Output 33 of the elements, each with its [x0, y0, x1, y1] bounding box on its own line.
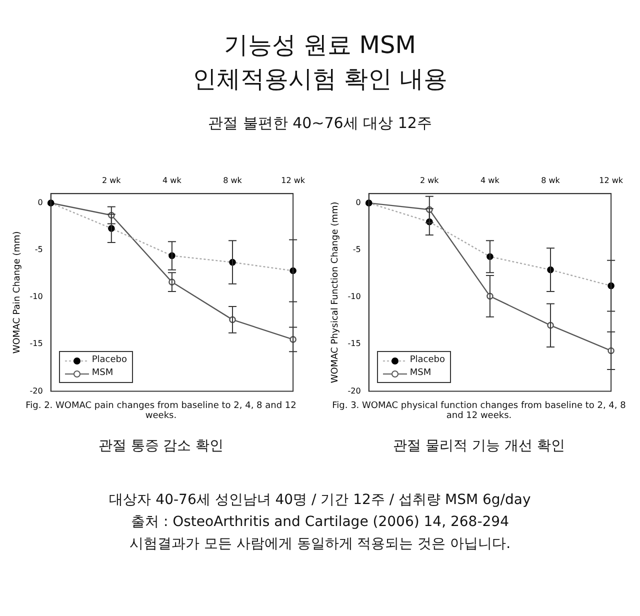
y-tick-label: -20: [348, 386, 361, 396]
caption: Fig. 2. WOMAC pain changes from baseline to 2, 4, 8 and 12 weeks.: [24, 400, 298, 423]
y-tick-label: 0: [356, 198, 361, 208]
source-note: 출처 : OsteoArthritis and Cartilage (2006) 14, 268-294: [130, 513, 510, 532]
x-tick-label: 2 wk: [102, 176, 122, 185]
x-tick-label: 12 wk: [281, 176, 306, 185]
legend-label: MSM: [92, 367, 114, 380]
x-tick-label: 12 wk: [599, 176, 624, 185]
y-tick-label: -10: [348, 292, 361, 302]
legend-label: Placebo: [410, 354, 446, 368]
chart-title: 기능성 원료 MSM 인체적용시험 확인 내용: [191, 30, 449, 95]
caption: Fig. 3. WOMAC physical function changes from baseline to 2, 4, 8 and 12 weeks.: [331, 400, 627, 423]
x-tick-label: 4 wk: [162, 176, 182, 185]
y-tick-label: -10: [30, 292, 43, 302]
y-axis-title: WOMAC Physical Function Change (mm): [330, 202, 341, 384]
text: 관절 물리적 기능 개선 확인: [392, 437, 566, 455]
x-tick-label: 8 wk: [223, 176, 242, 185]
chart-subtitle: 관절 불편한 40~76세 대상 12주: [207, 114, 433, 133]
legend-label: Placebo: [92, 354, 128, 368]
text: 대상자 40-76세 성인남녀 40명 / 기간 12주 / 섭취량 MSM 6g/day: [108, 491, 532, 510]
text: 관절 통증 감소 확인: [97, 437, 225, 455]
y-tick-label: -5: [352, 245, 361, 254]
x-tick-label: 4 wk: [480, 176, 500, 185]
y-tick-label: -15: [348, 339, 361, 348]
y-tick-label: -15: [30, 339, 43, 348]
text: 시험결과가 모든 사람에게 동일하게 적용되는 것은 아닙니다.: [128, 535, 512, 554]
y-axis-title: WOMAC Pain Change (mm): [12, 231, 23, 354]
legend-label: MSM: [410, 367, 432, 380]
y-tick-label: -20: [30, 386, 43, 396]
y-tick-label: 0: [38, 198, 43, 208]
y-tick-label: -5: [34, 245, 43, 254]
x-tick-label: 2 wk: [420, 176, 440, 185]
x-tick-label: 8 wk: [541, 176, 560, 185]
